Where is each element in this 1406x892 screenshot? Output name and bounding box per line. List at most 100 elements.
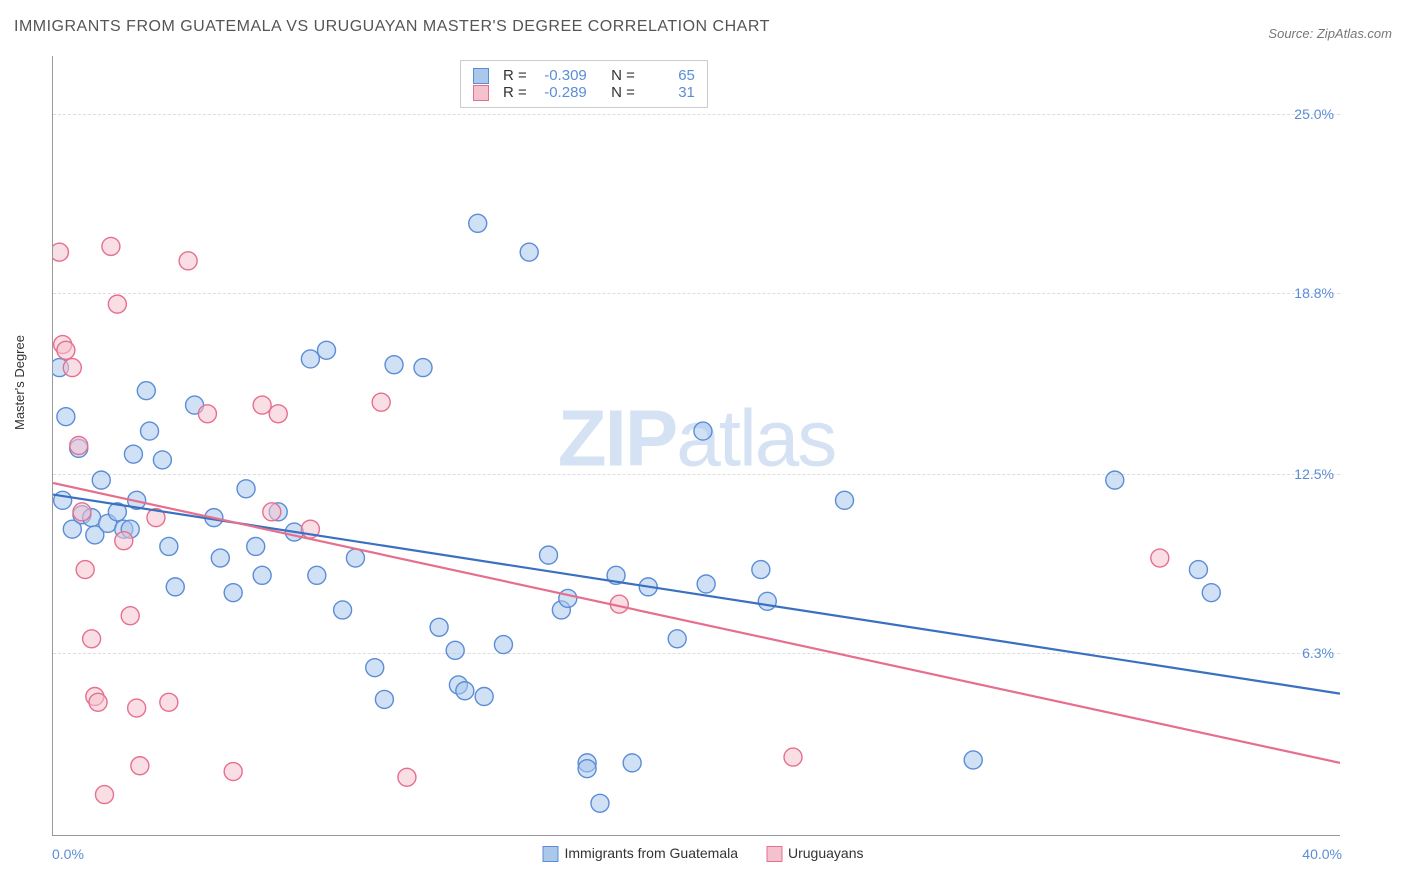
scatter-point (475, 688, 493, 706)
scatter-point (308, 566, 326, 584)
scatter-point (179, 252, 197, 270)
scatter-point (253, 566, 271, 584)
scatter-point (385, 356, 403, 374)
scatter-point (836, 491, 854, 509)
bottom-legend: Immigrants from Guatemala Uruguayans (543, 845, 864, 862)
scatter-point (623, 754, 641, 772)
scatter-point (128, 699, 146, 717)
scatter-point (694, 422, 712, 440)
scatter-point (102, 237, 120, 255)
scatter-point (63, 359, 81, 377)
scatter-point (372, 393, 390, 411)
legend-item: Immigrants from Guatemala (543, 845, 739, 862)
source-attribution: Source: ZipAtlas.com (1268, 26, 1392, 41)
scatter-point (124, 445, 142, 463)
scatter-point (137, 382, 155, 400)
scatter-point (346, 549, 364, 567)
scatter-point (253, 396, 271, 414)
scatter-point (76, 561, 94, 579)
legend-swatch-icon (473, 68, 489, 84)
scatter-point (1189, 561, 1207, 579)
scatter-point (70, 437, 88, 455)
scatter-point (224, 763, 242, 781)
scatter-point (430, 618, 448, 636)
scatter-point (153, 451, 171, 469)
source-name: ZipAtlas.com (1317, 26, 1392, 41)
scatter-point (160, 693, 178, 711)
scatter-point (414, 359, 432, 377)
scatter-point (211, 549, 229, 567)
n-value: 65 (643, 67, 695, 84)
scatter-point (469, 214, 487, 232)
scatter-point (578, 760, 596, 778)
stats-row: R = -0.289 N = 31 (473, 84, 695, 101)
trend-line (53, 483, 1340, 763)
scatter-point (247, 537, 265, 555)
scatter-point (57, 341, 75, 359)
scatter-point (668, 630, 686, 648)
stats-row: R = -0.309 N = 65 (473, 67, 695, 84)
scatter-point (398, 768, 416, 786)
source-label: Source: (1268, 26, 1313, 41)
chart-container: IMMIGRANTS FROM GUATEMALA VS URUGUAYAN M… (0, 0, 1406, 892)
legend-item: Uruguayans (766, 845, 864, 862)
scatter-point (121, 607, 139, 625)
scatter-point (752, 561, 770, 579)
scatter-point (263, 503, 281, 521)
scatter-point (520, 243, 538, 261)
scatter-point (1106, 471, 1124, 489)
n-label: N = (611, 84, 635, 101)
scatter-point (446, 641, 464, 659)
scatter-point (784, 748, 802, 766)
scatter-point (53, 243, 68, 261)
scatter-point (366, 659, 384, 677)
scatter-point (375, 690, 393, 708)
scatter-point (697, 575, 715, 593)
scatter-point (237, 480, 255, 498)
scatter-point (539, 546, 557, 564)
chart-svg (53, 56, 1340, 835)
scatter-point (964, 751, 982, 769)
legend-label: Immigrants from Guatemala (565, 845, 739, 861)
y-axis-label: Master's Degree (12, 335, 27, 430)
n-label: N = (611, 67, 635, 84)
scatter-point (494, 636, 512, 654)
scatter-point (57, 408, 75, 426)
n-value: 31 (643, 84, 695, 101)
r-value: -0.309 (535, 67, 587, 84)
scatter-point (141, 422, 159, 440)
scatter-point (1151, 549, 1169, 567)
r-value: -0.289 (535, 84, 587, 101)
scatter-point (317, 341, 335, 359)
x-tick-max: 40.0% (1302, 846, 1342, 862)
scatter-point (166, 578, 184, 596)
legend-swatch-icon (473, 85, 489, 101)
scatter-point (591, 794, 609, 812)
scatter-point (83, 630, 101, 648)
legend-label: Uruguayans (788, 845, 864, 861)
r-label: R = (503, 67, 527, 84)
r-label: R = (503, 84, 527, 101)
scatter-point (224, 584, 242, 602)
scatter-point (758, 592, 776, 610)
scatter-point (456, 682, 474, 700)
scatter-point (559, 589, 577, 607)
scatter-point (89, 693, 107, 711)
scatter-point (160, 537, 178, 555)
scatter-point (1202, 584, 1220, 602)
scatter-point (131, 757, 149, 775)
scatter-point (73, 503, 91, 521)
chart-title: IMMIGRANTS FROM GUATEMALA VS URUGUAYAN M… (14, 18, 770, 36)
scatter-point (92, 471, 110, 489)
plot-area: ZIPatlas 6.3%12.5%18.8%25.0% (52, 56, 1340, 836)
scatter-point (198, 405, 216, 423)
scatter-point (115, 532, 133, 550)
scatter-point (95, 786, 113, 804)
x-tick-min: 0.0% (52, 846, 84, 862)
scatter-point (269, 405, 287, 423)
stats-legend-box: R = -0.309 N = 65 R = -0.289 N = 31 (460, 60, 708, 108)
legend-swatch-icon (543, 846, 559, 862)
scatter-point (301, 350, 319, 368)
scatter-point (334, 601, 352, 619)
scatter-point (108, 295, 126, 313)
